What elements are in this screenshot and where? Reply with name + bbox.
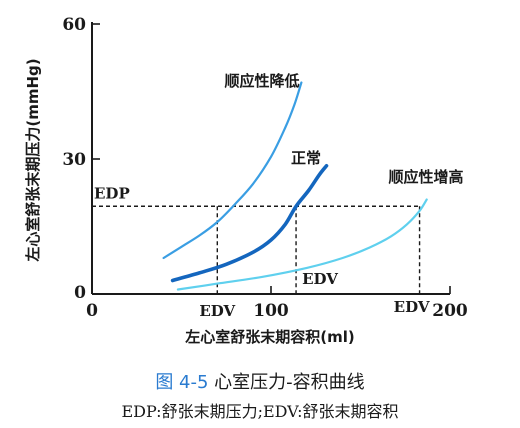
y-tick-label: 30 [62,150,86,170]
series-label-2: 顺应性增高 [388,168,463,186]
x-tick-label: 200 [432,301,468,321]
series-line-2 [176,198,428,291]
y-tick-label: 0 [74,283,86,303]
reference-lines [92,205,421,294]
edp-label: EDP [94,184,130,202]
edv-label: EDV [394,298,430,316]
curves [162,81,428,291]
x-axis-title: 左心室舒张末期容积(ml) [184,328,354,346]
series-label-1: 正常 [291,149,321,167]
series-label-0: 顺应性降低 [224,72,299,90]
edv-label: EDV [302,270,338,288]
figure-title: 心室压力-容积曲线 [214,372,365,393]
x-tick-label: 100 [253,301,289,321]
ticks: 0 30 60 0 100 200 [62,15,468,321]
series-line-1 [170,164,329,283]
y-tick-label: 60 [62,15,86,35]
edv-label: EDV [199,302,235,320]
figure-note: EDP:舒张末期压力;EDV:舒张末期容积 [121,402,399,421]
figure-caption: 图 4-5 心室压力-容积曲线 [0,368,520,394]
x-tick-label: 0 [86,301,98,321]
y-axis-title: 左心室舒张末期压力(mmHg) [24,58,42,262]
series-line-0 [162,81,303,260]
figure-number: 图 4-5 [155,372,209,393]
